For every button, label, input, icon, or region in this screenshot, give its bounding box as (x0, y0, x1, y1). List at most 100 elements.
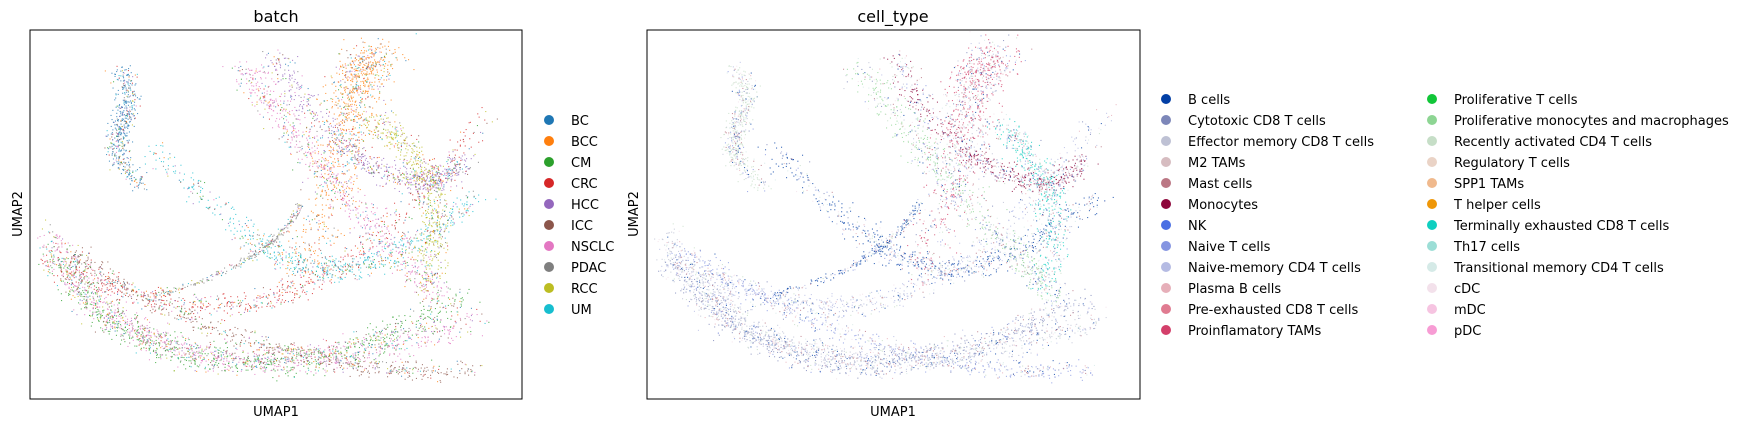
scatter-point (68, 287, 70, 289)
scatter-point (193, 179, 195, 181)
scatter-point (99, 306, 101, 308)
scatter-point (212, 368, 214, 370)
scatter-point (323, 271, 325, 273)
scatter-point (109, 302, 111, 304)
scatter-point (355, 166, 357, 168)
scatter-point (299, 119, 301, 121)
scatter-point (244, 309, 246, 311)
scatter-point (266, 352, 268, 354)
scatter-point (225, 342, 227, 344)
scatter-point (106, 301, 108, 303)
scatter-point (347, 342, 349, 344)
scatter-point (141, 325, 143, 327)
scatter-point (453, 325, 455, 327)
scatter-point (300, 287, 302, 289)
scatter-point (142, 338, 144, 340)
scatter-point (216, 298, 218, 300)
scatter-point (279, 109, 281, 111)
scatter-point (166, 343, 168, 345)
scatter-point (324, 151, 326, 153)
scatter-point (302, 286, 304, 288)
scatter-point (335, 355, 337, 357)
scatter-point (423, 313, 425, 315)
scatter-point (67, 242, 69, 244)
scatter-point (430, 341, 432, 343)
scatter-point (273, 369, 275, 371)
scatter-point (286, 366, 288, 368)
scatter-point (326, 184, 328, 186)
scatter-point (218, 307, 220, 309)
scatter-point (61, 242, 63, 244)
scatter-point (410, 280, 412, 282)
scatter-point (238, 67, 240, 69)
scatter-point (278, 364, 280, 366)
scatter-point (354, 57, 356, 59)
scatter-point (327, 267, 329, 269)
scatter-point (418, 198, 420, 200)
scatter-point (67, 275, 69, 277)
scatter-point (361, 74, 363, 76)
scatter-point (298, 212, 300, 214)
scatter-point (382, 64, 384, 66)
scatter-point (183, 187, 185, 189)
scatter-point (67, 271, 69, 273)
scatter-point (318, 237, 320, 239)
scatter-point (433, 181, 435, 183)
scatter-point (400, 253, 402, 255)
scatter-point (357, 247, 359, 249)
scatter-point (421, 325, 423, 327)
scatter-point (375, 336, 377, 338)
scatter-point (297, 271, 299, 273)
scatter-point (371, 64, 373, 66)
scatter-point (100, 315, 102, 317)
scatter-point (384, 57, 386, 59)
scatter-point (251, 69, 253, 71)
scatter-point (379, 79, 381, 81)
scatter-point (248, 88, 250, 90)
scatter-point (76, 261, 78, 263)
scatter-point (70, 289, 72, 291)
scatter-point (281, 349, 283, 351)
scatter-point (317, 370, 319, 372)
scatter-point (394, 202, 396, 204)
scatter-point (89, 298, 91, 300)
scatter-point (384, 351, 386, 353)
scatter-point (306, 152, 308, 154)
scatter-point (218, 352, 220, 354)
scatter-point (107, 330, 109, 332)
scatter-point (346, 120, 348, 122)
scatter-point (364, 348, 366, 350)
scatter-point (380, 263, 382, 265)
scatter-point (213, 199, 215, 201)
scatter-point (410, 242, 412, 244)
scatter-point (136, 336, 138, 338)
scatter-point (374, 119, 376, 121)
scatter-point (253, 367, 255, 369)
scatter-point (169, 304, 171, 306)
scatter-point (332, 354, 334, 356)
scatter-point (301, 145, 303, 147)
scatter-point (433, 298, 435, 300)
scatter-point (48, 250, 50, 252)
scatter-point (360, 72, 362, 74)
scatter-point (86, 300, 88, 302)
scatter-point (288, 231, 290, 233)
scatter-point (349, 64, 351, 66)
scatter-point (94, 331, 96, 333)
scatter-point (119, 327, 121, 329)
scatter-point (240, 314, 242, 316)
scatter-point (272, 364, 274, 366)
scatter-point (336, 118, 338, 120)
scatter-point (306, 291, 308, 293)
scatter-point (72, 270, 74, 272)
scatter-point (309, 153, 311, 155)
scatter-point (316, 141, 318, 143)
scatter-point (260, 365, 262, 367)
scatter-point (358, 347, 360, 349)
scatter-point (183, 173, 185, 175)
scatter-point (425, 286, 427, 288)
scatter-point (381, 347, 383, 349)
scatter-point (432, 291, 434, 293)
scatter-point (138, 321, 140, 323)
scatter-point (282, 349, 284, 351)
